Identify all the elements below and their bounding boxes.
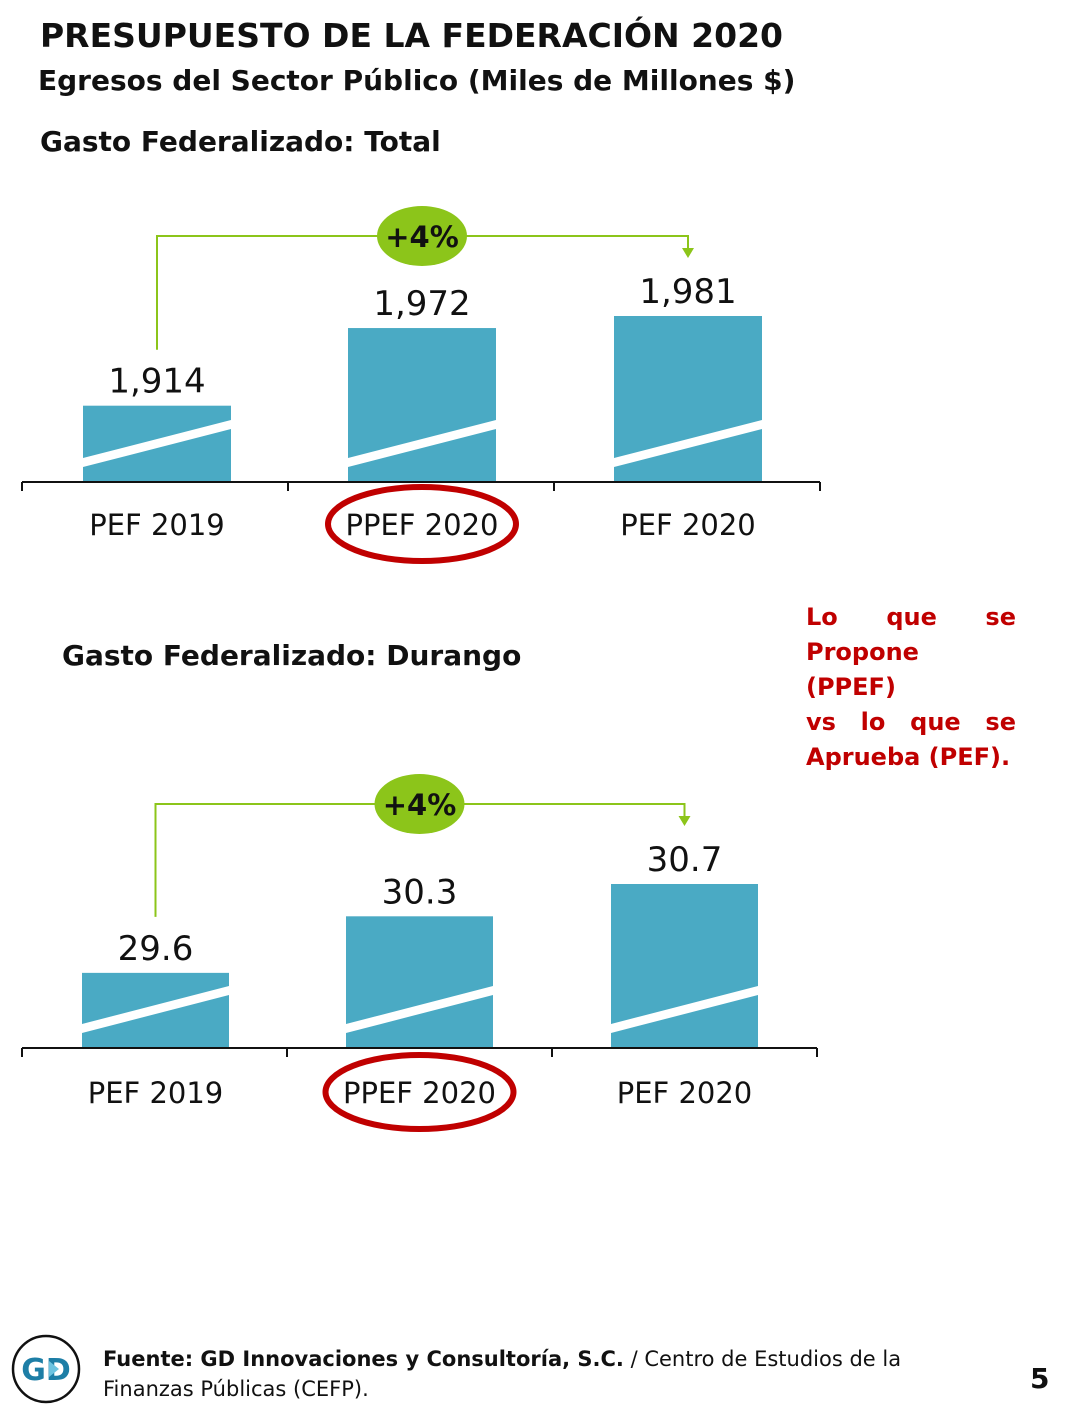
- data-label: 1,981: [639, 272, 736, 312]
- page-subtitle: Egresos del Sector Público (Miles de Mil…: [38, 64, 796, 97]
- bar-stripe: [346, 986, 493, 1033]
- bar-stripe: [611, 986, 758, 1033]
- chart-total: 1,914 PEF 2019 1,972 PPEF 2020 1,981 PEF 2020…: [21, 206, 821, 564]
- data-label: 30.7: [647, 840, 723, 880]
- chart-durango: 29.6 PEF 2019 30.3 PPEF 2020 30.7 PEF 2020 +4%: [21, 774, 818, 1132]
- bar-stripe: [614, 420, 762, 467]
- data-label: 1,914: [108, 362, 205, 402]
- growth-badge: [374, 774, 465, 834]
- highlight-ring: [325, 484, 519, 564]
- arrow-head-icon: [678, 816, 691, 826]
- growth-label: +4%: [385, 220, 459, 254]
- note-line: Lo que se: [806, 603, 1016, 631]
- chart-title-total: Gasto Federalizado: Total: [40, 125, 441, 158]
- growth-badge: [377, 206, 467, 266]
- bar-stripe: [82, 986, 229, 1033]
- category-label: PEF 2019: [88, 1076, 224, 1110]
- note-line: Aprueba (PEF).: [806, 743, 1011, 771]
- bar-stripe: [83, 420, 231, 467]
- growth-label: +4%: [383, 788, 457, 822]
- category-label: PPEF 2020: [345, 508, 498, 542]
- bar-stripe: [348, 420, 496, 467]
- arrow-head-icon: [682, 248, 694, 258]
- page-number: 5: [1030, 1362, 1050, 1395]
- svg-text:GD: GD: [21, 1353, 71, 1388]
- data-label: 29.6: [118, 929, 194, 969]
- highlight-ring: [322, 1052, 517, 1132]
- data-label: 30.3: [382, 872, 458, 912]
- page-title: PRESUPUESTO DE LA FEDERACIÓN 2020: [40, 16, 783, 55]
- note-line: Propone (PPEF): [806, 638, 919, 701]
- note-line: vs lo que se: [806, 708, 1016, 736]
- category-label: PEF 2020: [620, 508, 756, 542]
- source-line2: Finanzas Públicas (CEFP).: [103, 1377, 369, 1401]
- source-rest: / Centro de Estudios de la: [623, 1347, 902, 1371]
- chart-title-durango: Gasto Federalizado: Durango: [62, 639, 522, 672]
- source-footer: Fuente: GD Innovaciones y Consultoría, S…: [103, 1344, 901, 1404]
- bar: [346, 916, 493, 1048]
- data-label: 1,972: [373, 284, 470, 324]
- gd-logo-icon: GD: [11, 1334, 81, 1404]
- comparison-note: Lo que se Propone (PPEF) vs lo que se Ap…: [806, 600, 1016, 775]
- category-label: PPEF 2020: [343, 1076, 496, 1110]
- category-label: PEF 2019: [89, 508, 225, 542]
- source-bold: Fuente: GD Innovaciones y Consultoría, S…: [103, 1347, 624, 1371]
- category-label: PEF 2020: [617, 1076, 753, 1110]
